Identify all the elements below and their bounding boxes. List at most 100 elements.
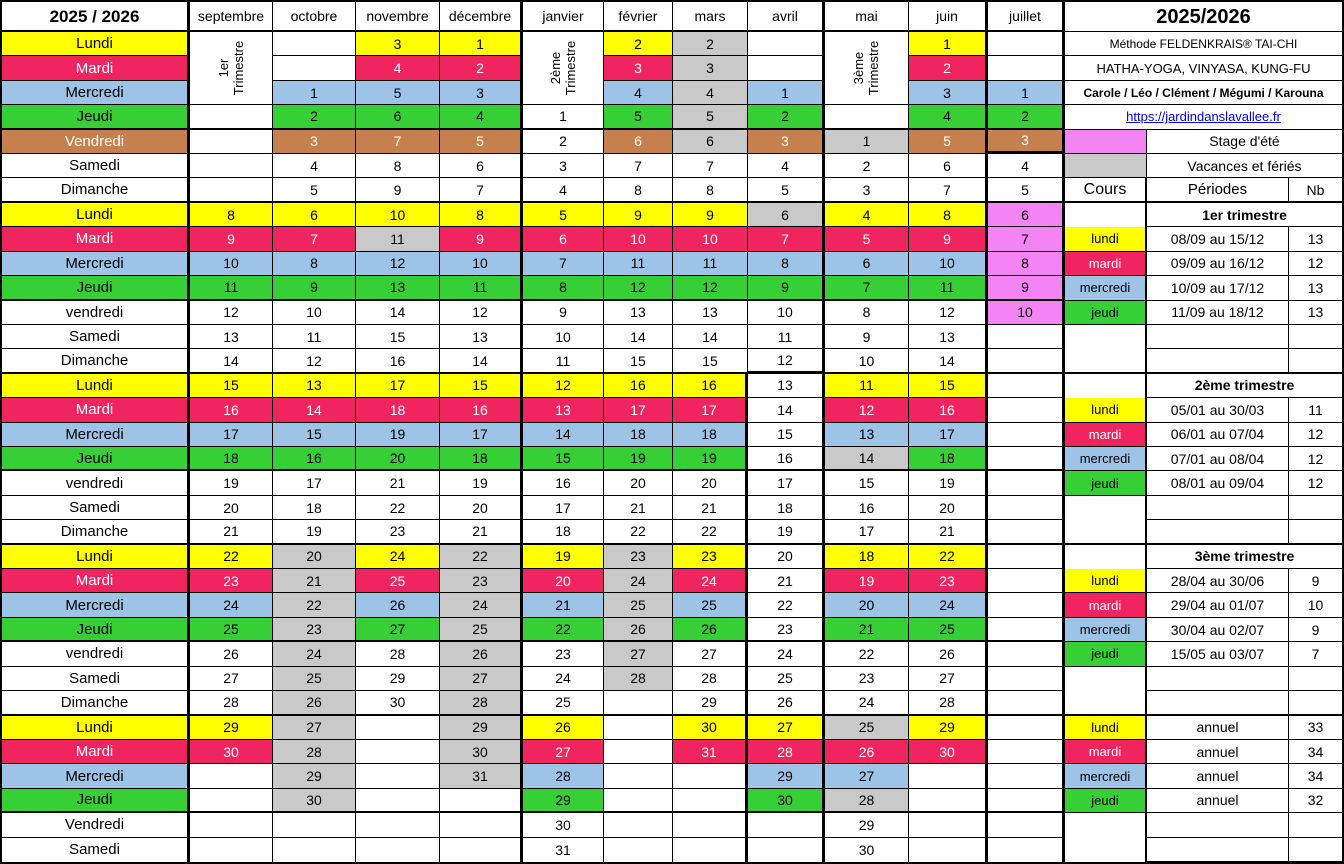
course-period: 05/01 au 30/03 <box>1147 398 1289 423</box>
day-label: Dimanche <box>2 178 190 203</box>
month-header-mai: mai <box>825 2 909 32</box>
date-cell: 23 <box>440 569 523 594</box>
date-cell: 20 <box>673 471 748 496</box>
date-cell: 16 <box>825 495 909 521</box>
date-cell: 5 <box>748 178 825 203</box>
course-count-empty <box>1289 813 1342 838</box>
date-cell: 30 <box>273 788 356 814</box>
date-cell: 21 <box>440 520 523 545</box>
date-cell: 19 <box>748 520 825 545</box>
date-cell <box>604 837 673 862</box>
date-cell: 14 <box>356 300 440 325</box>
course-day: mercredi <box>1065 764 1147 789</box>
date-cell: 6 <box>673 129 748 155</box>
date-cell: 10 <box>356 202 440 228</box>
date-cell <box>273 32 356 57</box>
date-cell <box>988 398 1062 423</box>
course-period-empty <box>1147 349 1289 374</box>
date-cell: 19 <box>190 471 273 496</box>
date-cell: 1 <box>273 80 356 106</box>
date-cell: 5 <box>440 129 523 155</box>
date-cell <box>190 788 273 814</box>
date-cell: 6 <box>356 105 440 130</box>
date-cell: 23 <box>190 569 273 594</box>
day-label: Jeudi <box>2 446 190 472</box>
date-cell <box>909 788 988 814</box>
year-label: 2025 / 2026 <box>2 2 190 32</box>
date-cell: 24 <box>273 642 356 667</box>
course-count: 9 <box>1289 618 1342 643</box>
date-cell <box>988 593 1062 618</box>
day-label: Samedi <box>2 837 190 862</box>
date-cell: 30 <box>825 837 909 862</box>
date-cell: 8 <box>273 251 356 277</box>
day-label: Dimanche <box>2 520 190 545</box>
website-link[interactable]: https://jardindanslavallee.fr <box>1126 109 1281 125</box>
date-cell: 9 <box>440 227 523 252</box>
date-cell: 22 <box>356 495 440 521</box>
date-cell: 27 <box>604 642 673 667</box>
date-cell: 14 <box>748 398 825 423</box>
course-day-blank <box>1065 666 1147 692</box>
date-cell <box>988 569 1062 594</box>
date-cell <box>604 788 673 814</box>
date-cell: 19 <box>604 446 673 472</box>
date-cell: 17 <box>356 373 440 399</box>
date-cell: 6 <box>988 202 1062 228</box>
date-cell: 18 <box>909 446 988 472</box>
date-cell: 26 <box>673 617 748 643</box>
date-cell: 25 <box>273 666 356 692</box>
date-cell: 10 <box>825 349 909 374</box>
date-cell: 7 <box>673 154 748 179</box>
date-cell: 2 <box>825 154 909 179</box>
day-label: vendredi <box>2 300 190 325</box>
date-cell: 6 <box>909 154 988 179</box>
day-label: Lundi <box>2 373 190 399</box>
date-cell: 29 <box>356 666 440 692</box>
date-cell: 12 <box>604 276 673 301</box>
date-cell: 25 <box>440 617 523 643</box>
day-label: Mercredi <box>2 251 190 277</box>
date-cell: 28 <box>825 788 909 814</box>
date-cell <box>988 739 1062 765</box>
date-cell: 11 <box>190 276 273 301</box>
course-period-empty <box>1147 666 1289 692</box>
date-cell: 28 <box>273 739 356 765</box>
date-cell: 17 <box>604 398 673 423</box>
date-cell: 29 <box>673 691 748 716</box>
date-cell <box>604 715 673 740</box>
course-day: mardi <box>1065 422 1147 447</box>
course-period: 08/01 au 09/04 <box>1147 471 1289 496</box>
date-cell: 16 <box>673 373 748 399</box>
date-cell: 28 <box>523 764 604 789</box>
date-cell: 30 <box>356 691 440 716</box>
date-cell: 4 <box>440 105 523 130</box>
date-cell: 3 <box>523 154 604 179</box>
date-cell <box>909 837 988 862</box>
date-cell: 3 <box>604 56 673 81</box>
course-day: lundi <box>1065 569 1147 594</box>
date-cell <box>356 813 440 838</box>
date-cell: 11 <box>440 276 523 301</box>
date-cell: 10 <box>748 300 825 325</box>
date-cell: 13 <box>356 276 440 301</box>
legend-label: Stage d'été <box>1147 130 1342 155</box>
schedule-panel: 2025/2026 Méthode FELDENKRAIS® TAI-CHI HAT… <box>1062 2 1342 862</box>
course-period: 10/09 au 17/12 <box>1147 276 1289 301</box>
date-cell <box>988 520 1062 545</box>
date-cell: 29 <box>909 715 988 740</box>
day-label: Lundi <box>2 32 190 57</box>
date-cell: 16 <box>523 471 604 496</box>
date-cell: 1 <box>748 80 825 106</box>
date-cell: 8 <box>190 202 273 228</box>
date-cell <box>190 129 273 155</box>
date-cell: 12 <box>909 300 988 325</box>
date-cell: 15 <box>748 422 825 447</box>
date-cell <box>190 813 273 838</box>
date-cell: 18 <box>748 495 825 521</box>
month-header-septembre: septembre <box>190 2 273 32</box>
date-cell: 27 <box>190 666 273 692</box>
date-cell: 25 <box>673 593 748 618</box>
date-cell: 7 <box>909 178 988 203</box>
course-day-blank <box>1065 495 1147 521</box>
